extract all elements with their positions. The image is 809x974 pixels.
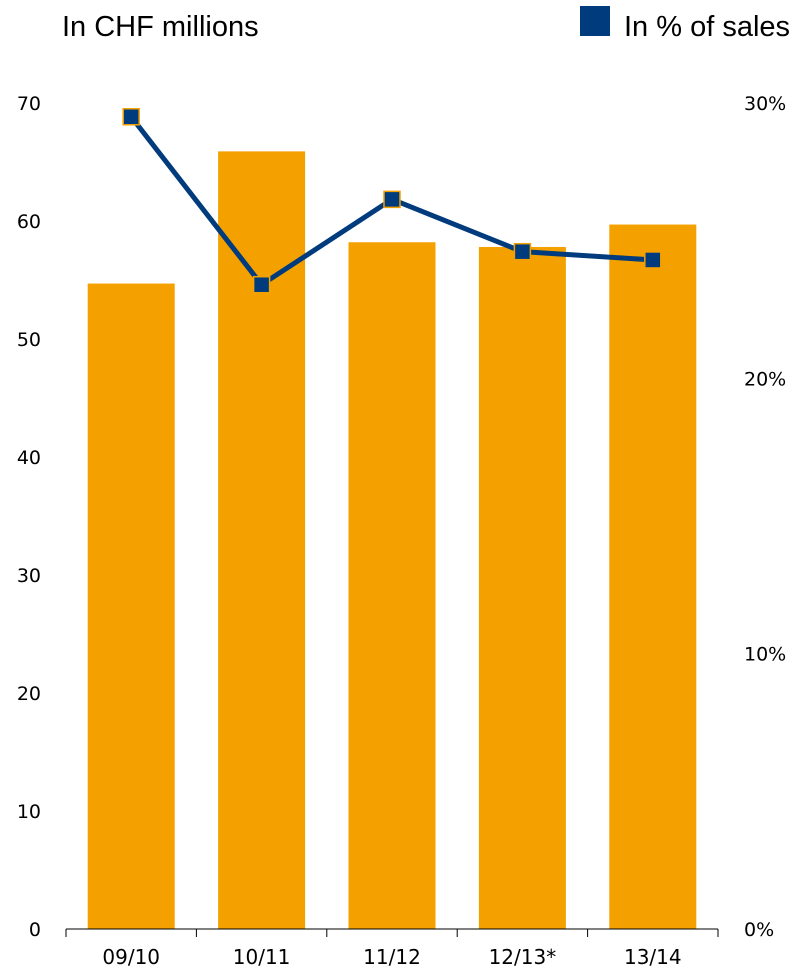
legend: In % of sales	[580, 6, 790, 43]
left-tick-label-4: 40	[17, 447, 41, 469]
left-tick-label-2: 20	[17, 683, 41, 705]
bar-0	[87, 283, 175, 929]
line-marker-4	[644, 251, 662, 269]
axes	[65, 928, 719, 937]
bar-2	[348, 242, 436, 930]
bar-1	[218, 151, 306, 929]
right-tick-label-3: 30%	[744, 93, 786, 115]
left-tick-label-3: 30	[17, 565, 41, 587]
bar-3	[478, 246, 566, 929]
line-marker-1	[252, 275, 271, 294]
x-tick-label-1: 10/11	[233, 945, 291, 969]
bar-series	[87, 151, 697, 930]
bar-4	[609, 224, 697, 930]
left-tick-label-5: 50	[17, 329, 41, 351]
legend-label-percent-of-sales: In % of sales	[624, 11, 790, 43]
line-marker-0	[122, 108, 140, 126]
x-axis-ticks: 09/10 10/11 11/12 12/13* 13/14	[102, 945, 681, 969]
line-marker-3	[513, 242, 532, 261]
legend-swatch-percent-of-sales	[580, 6, 610, 36]
x-tick-label-4: 13/14	[624, 945, 682, 969]
left-tick-label-1: 10	[17, 801, 41, 823]
line-marker-2	[383, 190, 401, 209]
left-tick-label-6: 60	[17, 211, 41, 233]
left-tick-label-0: 0	[29, 919, 41, 941]
right-tick-label-2: 20%	[744, 368, 786, 390]
left-axis-ticks: 0 10 20 30 40 50 60 70	[17, 93, 41, 941]
line-series	[122, 108, 662, 294]
chart-title: In CHF millions	[62, 11, 259, 43]
left-tick-label-7: 70	[17, 93, 41, 115]
x-tick-label-3: 12/13*	[489, 945, 557, 969]
x-tick-label-0: 09/10	[102, 945, 160, 969]
x-tick-label-2: 11/12	[363, 945, 421, 969]
right-tick-label-1: 10%	[744, 644, 786, 666]
right-tick-label-0: 0%	[744, 919, 774, 941]
right-axis-ticks: 0% 10% 20% 30%	[744, 93, 786, 941]
